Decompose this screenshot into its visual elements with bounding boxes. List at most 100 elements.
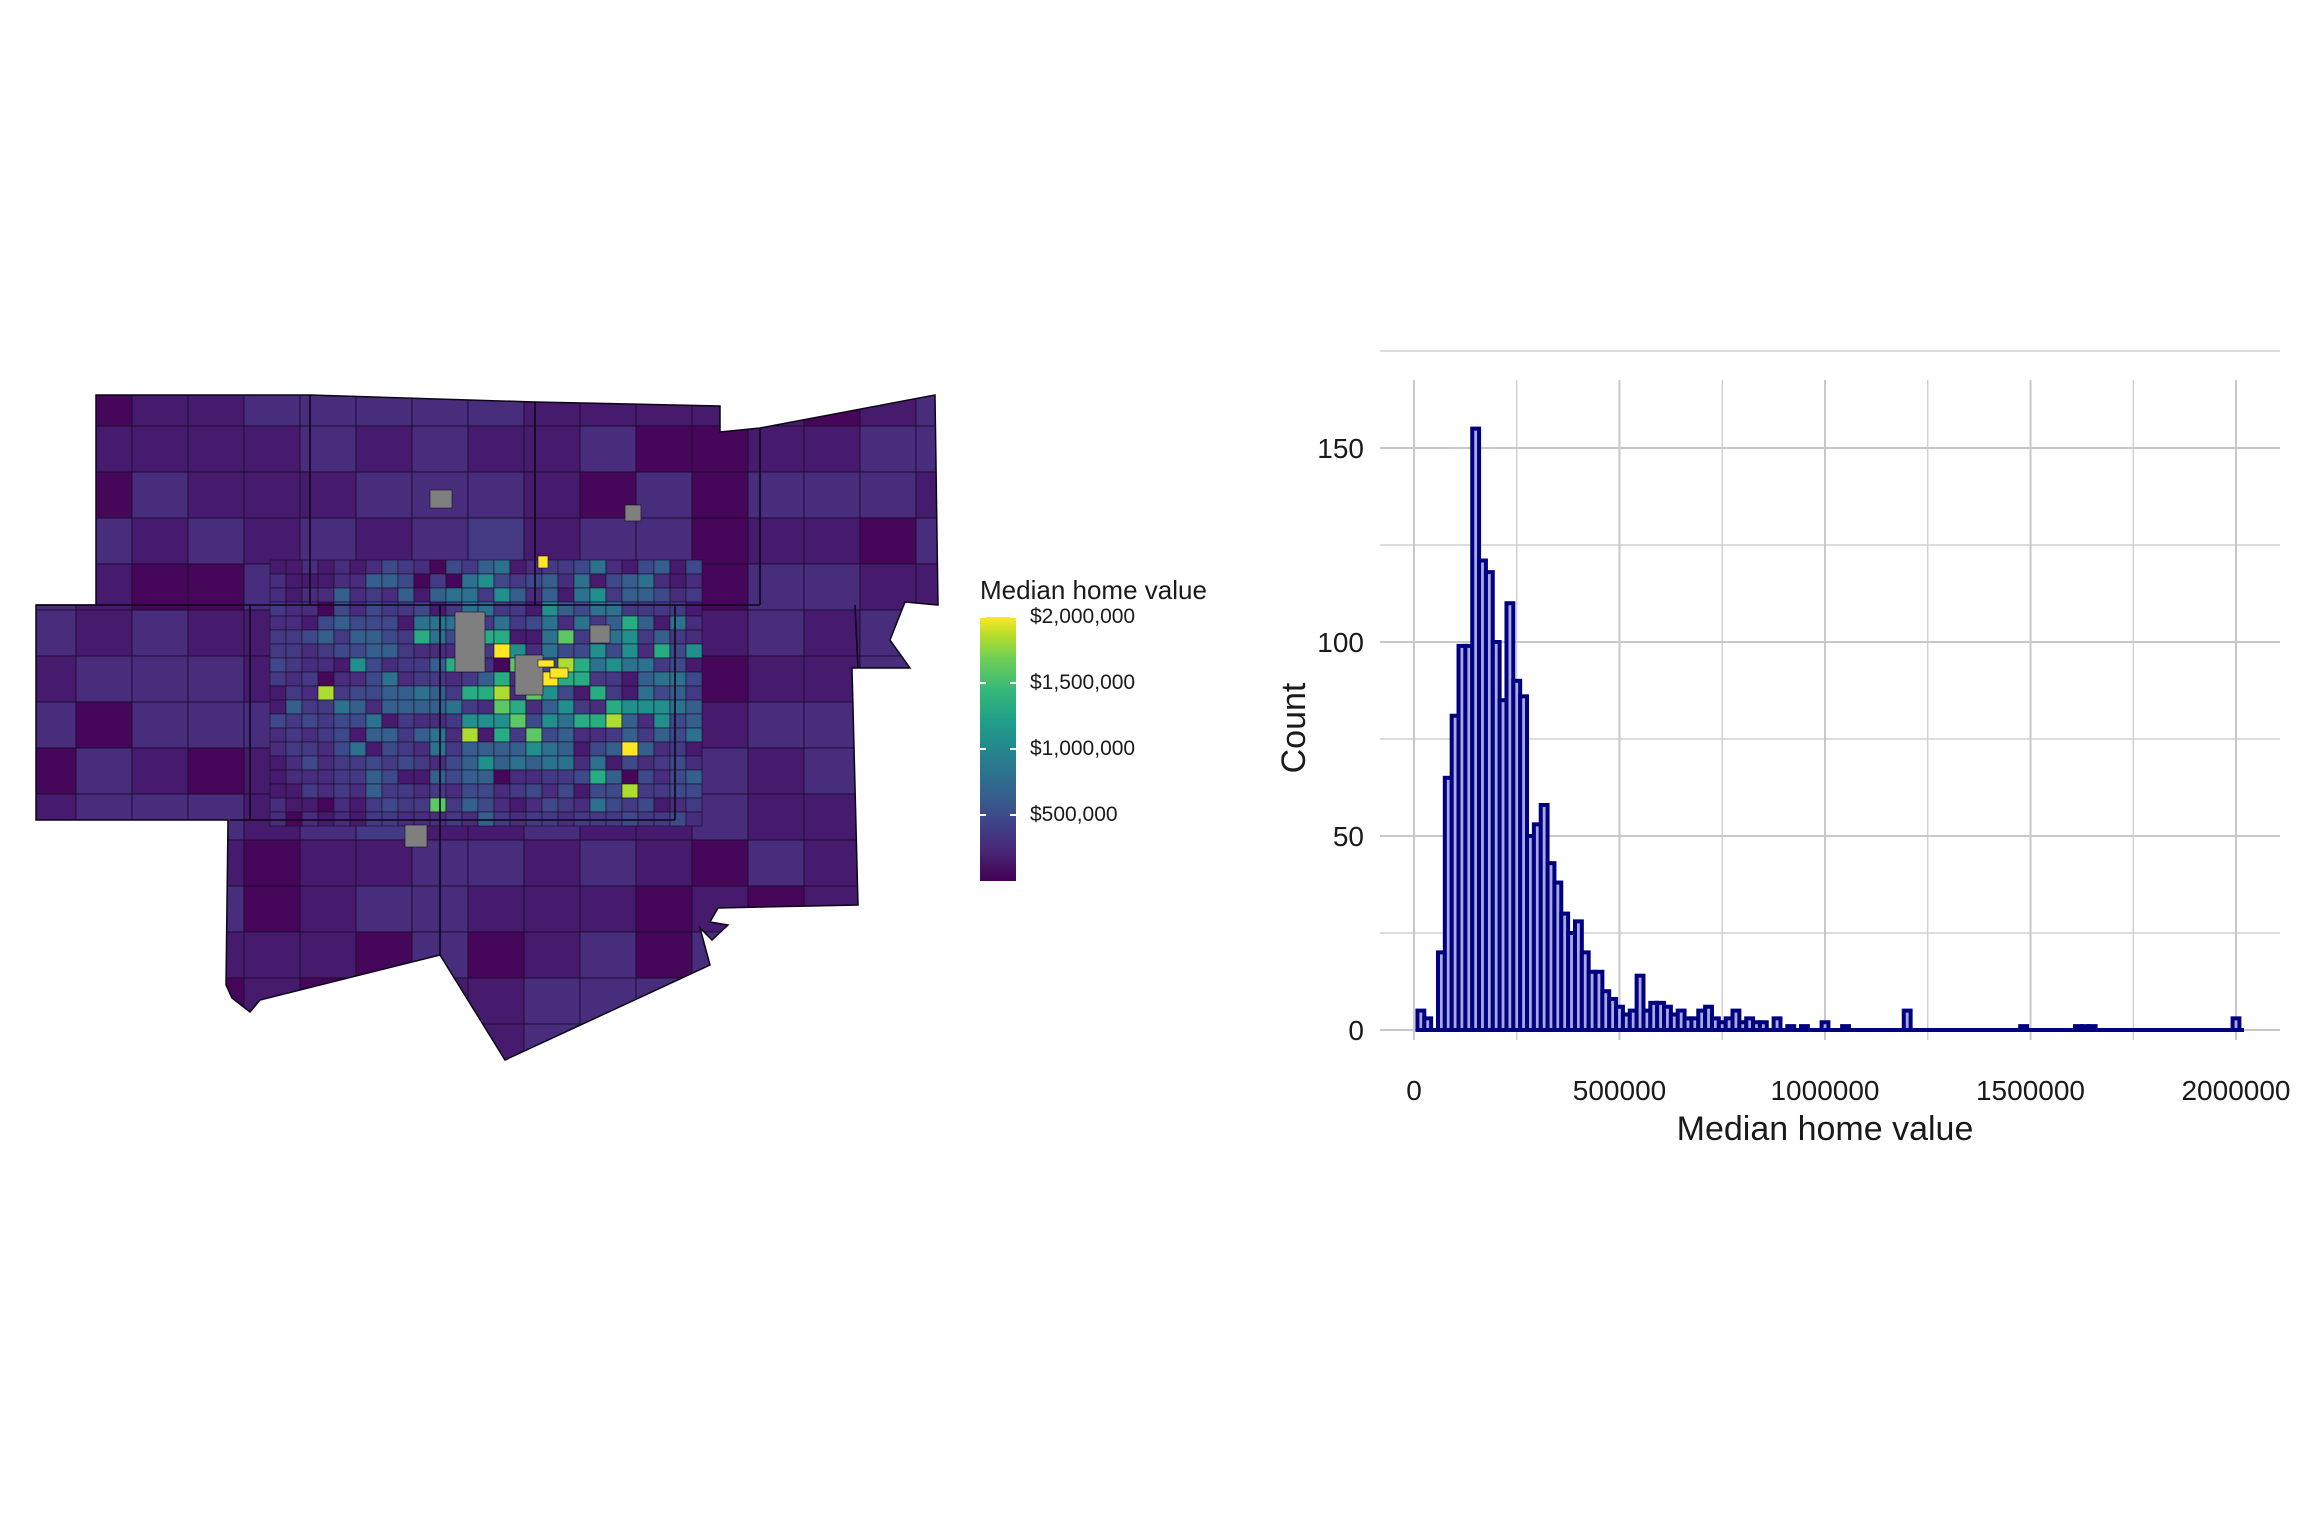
x-tick-label: 0 (1406, 1075, 1422, 1106)
census-tract (75, 747, 133, 795)
high-value-tract (537, 555, 549, 569)
histogram-bar (1785, 1024, 1797, 1032)
census-tract (523, 977, 581, 1025)
census-tract (685, 811, 703, 827)
legend-label: $1,000,000 (1030, 737, 1136, 760)
census-tract (187, 563, 245, 611)
histogram-bar (1901, 1008, 1913, 1032)
census-tract (803, 793, 861, 841)
histogram-bar (1422, 1016, 1434, 1032)
census-tract (747, 701, 805, 749)
census-tract (411, 517, 469, 565)
legend-tick (1010, 814, 1016, 816)
census-tract (355, 471, 413, 519)
census-tract (579, 425, 637, 473)
y-tick-label: 50 (1333, 821, 1364, 852)
census-tract (915, 471, 938, 519)
legend-title: Median home value (980, 575, 1207, 605)
y-axis-label: Count (1275, 682, 1313, 773)
legend-tick (980, 682, 986, 684)
census-tract (523, 839, 581, 887)
census-tract (411, 425, 469, 473)
x-axis-label: Median home value (1677, 1110, 1974, 1148)
high-value-tract (537, 659, 555, 668)
census-tract (243, 931, 301, 979)
legend-tick (1010, 616, 1016, 618)
census-tract (467, 471, 525, 519)
census-tract (747, 839, 805, 887)
histogram-bar (1757, 1020, 1769, 1032)
choropleth-map (35, 394, 939, 1061)
census-tract (131, 701, 189, 749)
histogram-bar (1840, 1024, 1851, 1032)
census-tract (467, 839, 525, 887)
census-tract (747, 793, 805, 841)
census-tract (187, 747, 245, 795)
legend-label: $2,000,000 (1030, 605, 1136, 628)
census-tract (187, 609, 245, 657)
census-tract (243, 395, 301, 427)
census-tract (579, 839, 637, 887)
x-tick-label: 2000000 (2181, 1075, 2290, 1106)
census-tract (131, 609, 189, 657)
census-tract (579, 931, 637, 979)
x-tick-label: 500000 (1573, 1075, 1666, 1106)
census-tract (131, 425, 189, 473)
census-tract (299, 885, 357, 933)
legend-tick (1010, 748, 1016, 750)
map-outline (35, 394, 939, 1061)
y-tick-label: 100 (1317, 627, 1364, 658)
census-tract (131, 517, 189, 565)
missing-tract (454, 611, 486, 673)
census-tract (803, 471, 861, 519)
x-tick-label: 1500000 (1976, 1075, 2085, 1106)
census-tract (859, 517, 917, 565)
y-tick-label: 150 (1317, 433, 1364, 464)
census-tract (36, 655, 77, 703)
census-tract (523, 425, 581, 473)
legend-label: $500,000 (1030, 803, 1118, 826)
census-tract (467, 885, 525, 933)
census-tract (915, 395, 938, 427)
histogram-bar (2018, 1024, 2030, 1032)
census-tract (75, 655, 133, 703)
census-tract (803, 655, 861, 703)
census-tract (635, 885, 693, 933)
census-tract (803, 747, 861, 795)
census-tract (187, 471, 245, 519)
census-tract (747, 609, 805, 657)
map-legend: Median home value $2,000,000 $1,500,000 $1… (980, 575, 1270, 895)
census-tract (635, 425, 693, 473)
census-tract (691, 425, 749, 473)
census-tract (75, 609, 133, 657)
missing-tract (429, 489, 453, 509)
census-tract (299, 839, 357, 887)
legend-tick (980, 814, 986, 816)
high-value-tract (549, 667, 569, 679)
legend-colorbar (980, 616, 1016, 881)
census-tract (131, 655, 189, 703)
census-tract (355, 395, 413, 427)
histogram-bar (1819, 1020, 1831, 1032)
census-tract (915, 563, 938, 611)
census-tract (635, 839, 693, 887)
census-tract (36, 747, 77, 795)
legend-tick (1010, 682, 1016, 684)
census-tract (355, 517, 413, 565)
census-tract (691, 471, 749, 519)
census-tract (187, 425, 245, 473)
legend-label: $1,500,000 (1030, 671, 1136, 694)
census-tract (467, 517, 525, 565)
census-tract (579, 517, 637, 565)
census-tract (187, 701, 245, 749)
legend-tick (980, 748, 986, 750)
census-tract (691, 517, 749, 565)
legend-tick (980, 616, 986, 618)
census-tract (747, 425, 805, 473)
census-tract (243, 471, 301, 519)
census-tract (803, 425, 861, 473)
histogram-bar (1799, 1024, 1810, 1032)
histogram-bar (2230, 1016, 2242, 1032)
